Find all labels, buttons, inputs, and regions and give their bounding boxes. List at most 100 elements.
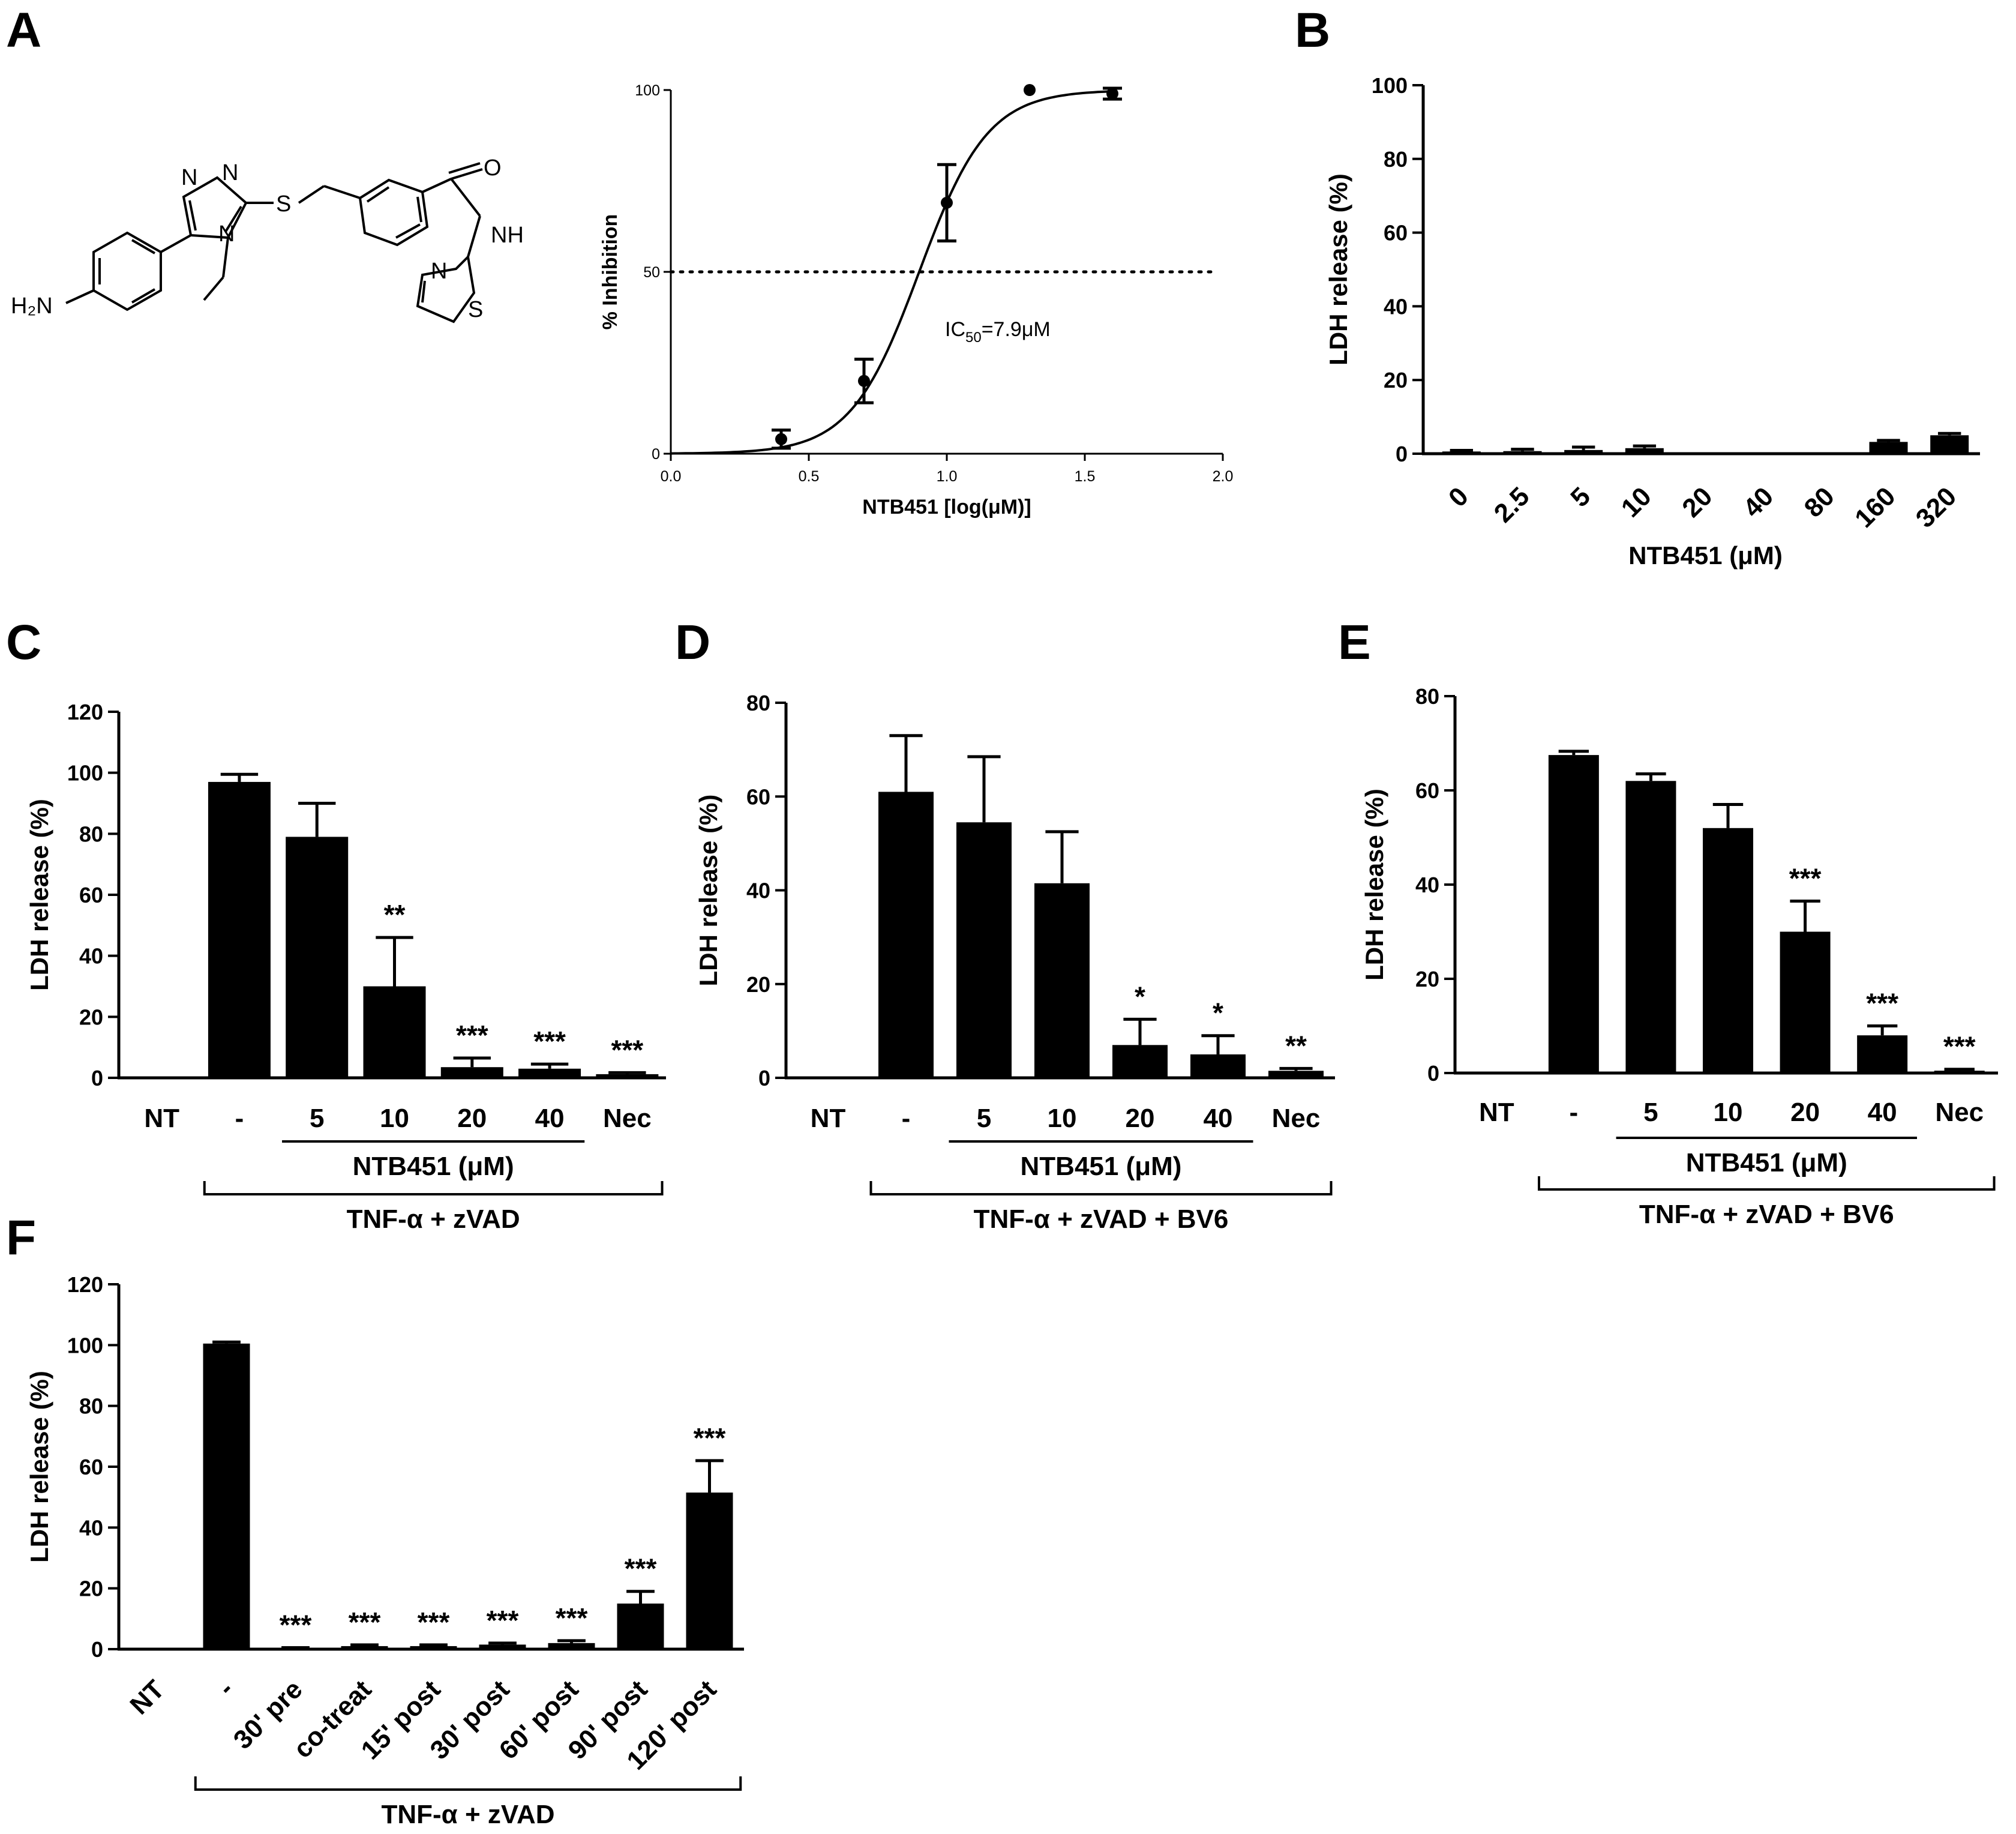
group-label-outer: TNF-α + zVAD + BV6 xyxy=(974,1204,1229,1234)
y-tick-label: 100 xyxy=(635,82,660,99)
significance-marker: *** xyxy=(1866,988,1898,1019)
y-axis-label: LDH release (%) xyxy=(25,799,53,991)
category-label: 5 xyxy=(977,1104,991,1133)
atom-n4: N xyxy=(218,221,235,247)
panel-label-c: C xyxy=(6,615,41,670)
bar xyxy=(1934,1071,1985,1073)
y-axis-label: LDH release (%) xyxy=(1324,173,1352,365)
thiazole-ring xyxy=(416,254,476,323)
y-tick-label: 40 xyxy=(746,879,770,903)
category-label: 40 xyxy=(535,1104,565,1133)
atom-h2n: H₂N xyxy=(11,293,53,319)
x-tick-label: 1.5 xyxy=(1075,468,1096,485)
significance-marker: *** xyxy=(487,1605,519,1636)
category-label: 20 xyxy=(1790,1098,1820,1127)
category-label: 10 xyxy=(380,1104,409,1133)
x-tick-label: 1.0 xyxy=(937,468,958,485)
y-tick-label: 60 xyxy=(1415,778,1439,803)
y-tick-label: 0 xyxy=(652,446,660,463)
group-label-inner: NTB451 (μM) xyxy=(1686,1148,1847,1177)
atom-s-thioether: S xyxy=(276,191,291,217)
bar xyxy=(548,1643,595,1649)
y-tick-label: 20 xyxy=(1384,368,1408,392)
category-label: 5 xyxy=(1643,1098,1658,1127)
category-label: 320 xyxy=(1910,481,1963,534)
category-label: Nec xyxy=(603,1104,652,1133)
bar xyxy=(617,1604,664,1649)
chart-c-ldh-tnf-zvad: 0 20 40 60 80 100 120 LDH release (%) NT - 5 ** 10 **… xyxy=(25,700,666,1234)
significance-marker: *** xyxy=(280,1609,312,1640)
bar xyxy=(1548,755,1599,1073)
data-point xyxy=(941,196,953,209)
y-tick-label: 40 xyxy=(79,944,103,969)
bar xyxy=(1190,1054,1246,1078)
atom-o: O xyxy=(484,155,502,181)
bar xyxy=(878,792,934,1078)
category-label: 10 xyxy=(1048,1104,1077,1133)
y-tick-label: 20 xyxy=(79,1577,103,1601)
category-label: NT xyxy=(811,1104,846,1133)
triazole-ring xyxy=(182,176,248,239)
significance-marker: ** xyxy=(1285,1030,1307,1061)
y-tick-label: 80 xyxy=(746,691,770,715)
atom-n-thiazole: N xyxy=(431,259,447,284)
panel-label-f: F xyxy=(6,1210,36,1265)
chart-b-ldh-cytotoxicity: 0 20 40 60 80 100 LDH release (%) 0 2.5 5 10 20 40 80… xyxy=(1324,73,1980,570)
molecule-atom-labels: H₂N N N N S O NH N S xyxy=(11,155,524,322)
bar xyxy=(686,1493,733,1649)
bar xyxy=(286,837,349,1078)
category-label: - xyxy=(1570,1098,1579,1127)
y-tick-label: 100 xyxy=(67,1333,103,1357)
atom-nh: NH xyxy=(491,223,524,248)
y-tick-label: 60 xyxy=(1384,221,1408,245)
y-tick-label: 60 xyxy=(79,1455,103,1479)
group-label-outer: TNF-α + zVAD + BV6 xyxy=(1639,1200,1894,1229)
y-tick-label: 60 xyxy=(79,883,103,907)
y-tick-label: 0 xyxy=(1427,1061,1439,1086)
significance-marker: *** xyxy=(694,1422,726,1454)
category-label: 5 xyxy=(1565,481,1596,513)
significance-marker: *** xyxy=(611,1034,643,1065)
category-label: NT xyxy=(1479,1098,1514,1127)
bar xyxy=(1625,781,1676,1073)
atom-s-thiazole: S xyxy=(468,297,483,322)
category-label: 20 xyxy=(1126,1104,1155,1133)
category-label: NT xyxy=(144,1104,179,1133)
data-point xyxy=(858,374,870,387)
category-label: - xyxy=(902,1104,911,1133)
significance-marker: *** xyxy=(456,1020,488,1051)
x-tick-label: 0.0 xyxy=(661,468,682,485)
category-label: 20 xyxy=(457,1104,487,1133)
y-tick-label: 120 xyxy=(67,1272,103,1297)
ic50-text: IC xyxy=(945,318,965,341)
category-label: 20 xyxy=(1676,481,1718,523)
y-tick-label: 0 xyxy=(758,1066,770,1090)
bar xyxy=(1112,1045,1168,1078)
bar xyxy=(956,822,1012,1078)
bar xyxy=(1780,931,1831,1073)
y-tick-label: 100 xyxy=(1372,73,1408,98)
y-axis-label: % Inhibition xyxy=(599,214,622,330)
significance-marker: ** xyxy=(384,899,406,930)
bar xyxy=(440,1067,503,1078)
category-label: 80 xyxy=(1799,481,1840,523)
category-label: 0 xyxy=(1443,481,1474,513)
benzene-ring-right xyxy=(358,178,429,247)
data-point xyxy=(1106,88,1118,100)
y-tick-label: 100 xyxy=(67,761,103,786)
category-label: 40 xyxy=(1204,1104,1233,1133)
group-label-inner: NTB451 (μM) xyxy=(1021,1152,1182,1181)
y-tick-label: 60 xyxy=(746,784,770,809)
data-point xyxy=(1024,84,1036,96)
category-label: 40 xyxy=(1868,1098,1897,1127)
bar xyxy=(410,1646,457,1649)
significance-marker: *** xyxy=(625,1553,657,1584)
y-axis-label: LDH release (%) xyxy=(1360,789,1388,981)
panel-label-e: E xyxy=(1338,615,1371,670)
x-tick-label: 0.5 xyxy=(799,468,820,485)
significance-marker: *** xyxy=(533,1026,566,1057)
bar xyxy=(1930,435,1969,454)
panel-label-b: B xyxy=(1295,3,1330,58)
category-label: - xyxy=(235,1104,244,1133)
y-tick-label: 40 xyxy=(1415,873,1439,897)
